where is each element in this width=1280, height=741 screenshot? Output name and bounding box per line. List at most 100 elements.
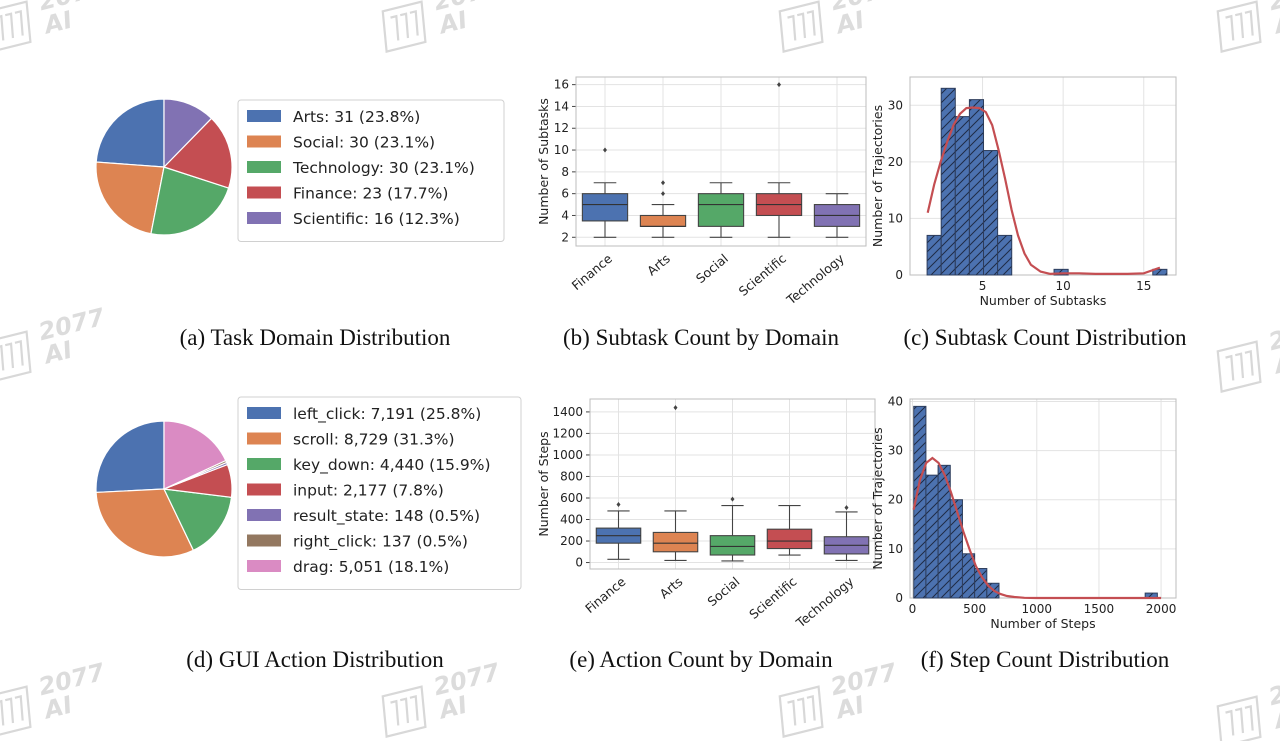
legend-label: Social: 30 (23.1%) (293, 134, 435, 152)
legend-swatch (247, 212, 281, 224)
y-tick-label: 800 (560, 469, 583, 483)
panel-caption: (e) Action Count by Domain (569, 647, 833, 672)
y-axis-label: Number of Trajectories (870, 427, 885, 569)
legend-box (237, 396, 522, 590)
legend-label: scroll: 8,729 (31.3%) (293, 431, 455, 449)
y-tick-label: 600 (560, 491, 583, 505)
pie-slice (95, 98, 165, 168)
histogram-bar (926, 234, 942, 276)
box-flier (777, 82, 781, 88)
watermark-text-bottom: AI (1270, 346, 1280, 380)
y-tick-label: 20 (888, 493, 903, 507)
watermark-logo-icon (1210, 695, 1268, 741)
x-tick-label: 15 (1136, 279, 1151, 293)
pie-slice (150, 166, 230, 236)
watermark-text-top: 2077 (1266, 313, 1280, 356)
y-tick-label: 16 (554, 78, 569, 92)
histogram-bar (968, 99, 985, 276)
x-tick-label: Scientific (736, 251, 789, 299)
legend-label: left_click: 7,191 (25.8%) (293, 405, 481, 424)
y-tick-label: 12 (554, 121, 569, 135)
panel-caption: (b) Subtask Count by Domain (563, 325, 839, 350)
x-tick-label: Finance (569, 251, 616, 293)
panel-caption: (d) GUI Action Distribution (186, 647, 444, 672)
x-tick-label: Finance (582, 574, 629, 616)
y-tick-label: 0 (895, 268, 903, 282)
x-tick-label: Technology (783, 250, 848, 308)
y-tick-label: 1400 (552, 405, 583, 419)
panel-subtask-boxplot: 2 4 6 8 10 12 14 16 Finance Arts Social ScientificT… (536, 76, 867, 350)
watermark-text-top: 2077 (828, 658, 900, 701)
box-body (697, 193, 745, 227)
histogram-bar (940, 87, 956, 276)
y-tick-label: 30 (888, 444, 903, 458)
y-tick-label: 1200 (552, 426, 583, 440)
x-tick-label: 2000 (1146, 602, 1177, 616)
watermark-text-bottom: AI (435, 691, 470, 725)
y-tick-label: 8 (561, 165, 569, 179)
watermark-text-bottom: AI (40, 691, 75, 725)
box-body (766, 528, 813, 550)
axes-frame (575, 76, 867, 247)
x-tick-label: Social (704, 574, 742, 609)
watermark-text-bottom: AI (832, 691, 867, 725)
panel-step-histogram: 0 10 20 30 40 0 500 1000 1500 2000 Number of Steps… (870, 394, 1177, 672)
histogram-bar (925, 474, 939, 599)
x-tick-label: 5 (979, 279, 987, 293)
y-axis-label: Number of Subtasks (536, 98, 551, 225)
watermark-text-top: 2077 (36, 303, 108, 346)
watermark-logo-icon (0, 0, 38, 53)
watermark-logo-icon (772, 0, 830, 53)
y-tick-label: 10 (888, 211, 903, 225)
x-tick-label: Technology (792, 573, 857, 631)
panel-caption: (c) Subtask Count Distribution (903, 325, 1187, 350)
y-tick-label: 200 (560, 534, 583, 548)
panel-task-domain-pie: Arts: 31 (23.8%) Social: 30 (23.1%) Techno… (95, 98, 505, 350)
pie-slice (95, 488, 195, 558)
box-body (639, 214, 687, 227)
watermark-logo-icon (1210, 0, 1268, 53)
pie-slice (95, 420, 165, 494)
y-tick-label: 0 (895, 591, 903, 605)
x-axis-label: Number of Subtasks (980, 293, 1107, 308)
x-tick-label: Scientific (746, 574, 799, 622)
watermark-logo-icon (375, 0, 433, 53)
y-tick-label: 0 (575, 556, 583, 570)
legend-label: Finance: 23 (17.7%) (293, 185, 448, 203)
pie-slice (163, 98, 213, 169)
box-flier (661, 180, 665, 186)
box-body (709, 535, 756, 556)
x-tick-label: 1000 (1022, 602, 1053, 616)
watermark-logo-icon (1210, 340, 1268, 393)
y-tick-label: 10 (888, 542, 903, 556)
histogram-bar (997, 234, 1013, 276)
y-axis-label: Number of Trajectories (870, 105, 885, 247)
y-tick-label: 10 (554, 143, 569, 157)
x-tick-label: 0 (909, 602, 917, 616)
histogram-bar (954, 116, 970, 276)
y-tick-label: 20 (888, 155, 903, 169)
pie-slice (162, 117, 233, 189)
watermark-text-bottom: AI (435, 6, 470, 40)
legend-swatch (247, 458, 281, 470)
legend-label: input: 2,177 (7.8%) (293, 482, 444, 500)
x-tick-label: Social (693, 251, 731, 286)
watermark-logo-icon (0, 330, 38, 383)
histogram-bar (1152, 268, 1168, 276)
box-flier (661, 191, 665, 197)
legend-label: key_down: 4,440 (15.9%) (293, 456, 491, 475)
pie-slice (162, 488, 233, 552)
y-tick-label: 30 (888, 98, 903, 112)
legend-swatch (247, 534, 281, 547)
box-flier (730, 496, 735, 502)
panel-gui-action-pie: left_click: 7,191 (25.8%) scroll: 8,729 (… (95, 396, 522, 672)
legend-swatch (247, 110, 281, 122)
watermark-text-top: 2077 (36, 658, 108, 701)
legend-swatch (247, 407, 281, 419)
legend-swatch (247, 186, 281, 199)
